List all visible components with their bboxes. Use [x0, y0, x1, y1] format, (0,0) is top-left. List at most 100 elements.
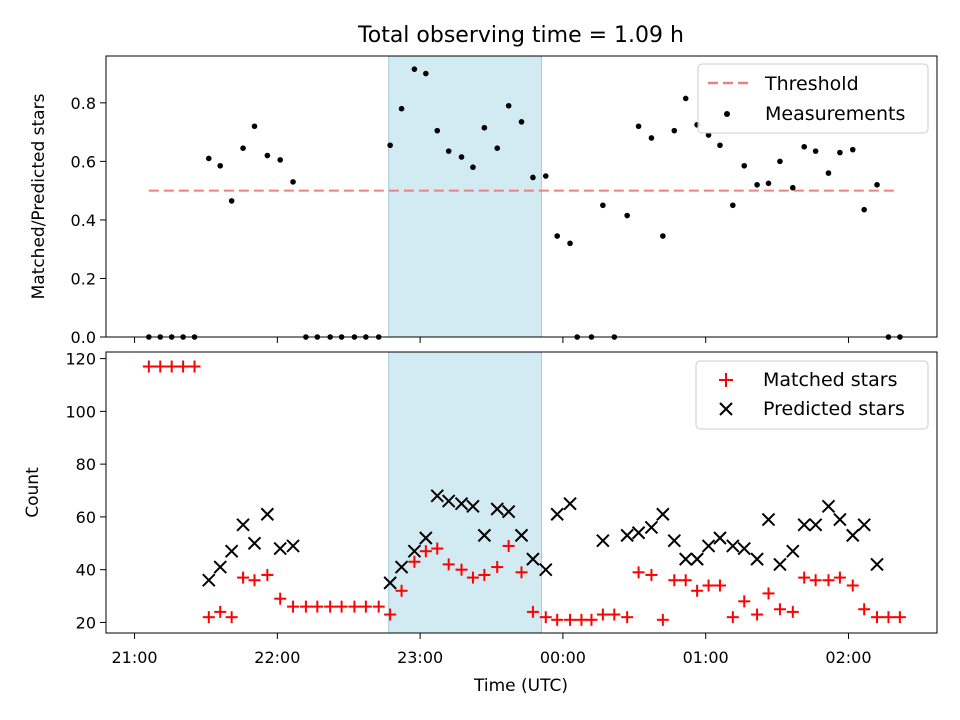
measurement-point [518, 119, 525, 125]
predicted-star-point [550, 507, 564, 521]
predicted-star-point [260, 507, 275, 521]
ratio-panel-ticks: 0.0 0.2 0.4 0.6 0.8 [71, 94, 849, 347]
measurement-point [481, 124, 488, 131]
predicted-star-point [563, 497, 577, 511]
count-x-tick-label: 23:00 [397, 648, 443, 667]
predicted-star-point-b [761, 512, 776, 527]
matched-star-point [335, 600, 348, 613]
predicted-star-point-b [808, 518, 823, 532]
matched-star-point [225, 611, 238, 624]
matched-star-point [431, 542, 444, 555]
predicted-star-point [202, 573, 216, 587]
predicted-star-point-b [678, 552, 693, 566]
measurement-point [290, 179, 296, 185]
legend-measurements-swatch [724, 111, 730, 117]
matched-star-point [287, 600, 300, 613]
measurement-point [874, 181, 880, 188]
count-legend-box [695, 360, 929, 430]
matched-star-point [248, 574, 261, 587]
predicted-star-point-b [539, 562, 553, 577]
predicted-star-point [454, 497, 469, 511]
predicted-star-point-b [526, 552, 540, 566]
predicted-star-point-b [644, 520, 659, 535]
matched-star-point [274, 592, 287, 605]
predicted-star-point-b [786, 544, 800, 558]
matched-star-point [165, 360, 178, 373]
count-legend: Matched stars Predicted stars [695, 360, 929, 430]
predicted-star-point-b [833, 512, 847, 527]
legend-predicted-label: Predicted stars [763, 398, 905, 420]
matched-star-point [882, 611, 895, 624]
matched-star-point [408, 555, 421, 568]
count-y-tick-label: 120 [65, 350, 96, 369]
measurement-point [264, 152, 271, 159]
matched-star-point [871, 611, 884, 624]
predicted-star-point [273, 541, 287, 556]
matched-star-point [786, 605, 799, 618]
predicted-star-point [596, 533, 610, 548]
predicted-star-point-b [797, 518, 811, 532]
measurement-point [411, 66, 418, 72]
predicted-star-point [833, 512, 847, 527]
matched-star-point [691, 584, 704, 597]
predicted-star-point [419, 531, 433, 545]
measurement-point [624, 212, 630, 219]
count-y-axis-label: Count [23, 467, 43, 518]
ratio-y-tick-label: 0.8 [71, 94, 96, 113]
measurement-point [530, 174, 536, 181]
matched-star-point [419, 545, 432, 558]
matched-star-point [539, 611, 552, 624]
count-y-tick-label: 100 [65, 402, 96, 421]
matched-star-point [751, 608, 764, 621]
predicted-star-point [441, 494, 456, 508]
predicted-star-point-b [501, 504, 516, 519]
count-panel: 20 40 60 80 100 120 21:00 22:00 23:00 00:00 01:00 0… [23, 350, 938, 696]
predicted-star-point-b [750, 552, 764, 566]
measurement-point [206, 155, 212, 162]
matched-star-point [679, 574, 692, 587]
predicted-star-point [773, 557, 787, 572]
predicted-star-point-b [224, 544, 239, 558]
ratio-y-tick-label: 0.6 [71, 152, 96, 171]
ratio-y-tick-label: 0.0 [71, 328, 96, 347]
predicted-star-point-b [563, 497, 577, 511]
matched-star-point [384, 608, 397, 621]
matched-star-point [564, 613, 577, 626]
predicted-star-point-b [514, 528, 529, 543]
measurement-point [600, 202, 606, 209]
matched-star-point [526, 605, 539, 618]
predicted-star-point-b [454, 497, 469, 511]
measurement-point [251, 123, 258, 130]
measurement-point [423, 70, 429, 77]
measurement-point [648, 135, 655, 141]
predicted-star-point-b [407, 544, 422, 558]
matched-star-point [299, 600, 312, 613]
measurement-point [741, 162, 748, 169]
x-axis-label: Time (UTC) [473, 676, 568, 696]
measurement-point [434, 127, 441, 134]
measurement-point [812, 148, 819, 154]
observing-window-highlight [388, 55, 542, 338]
predicted-star-point [870, 557, 884, 572]
ratio-panel-frame [105, 55, 938, 338]
measurement-point [398, 105, 405, 112]
predicted-star-point [786, 544, 800, 558]
predicted-star-point-b [631, 526, 646, 540]
matched-star-point [154, 360, 167, 373]
matched-star-point [762, 587, 775, 600]
matched-star-point [798, 571, 811, 584]
predicted-star-point [236, 518, 250, 532]
predicted-star-point [857, 518, 871, 532]
predicted-star-point [514, 528, 529, 543]
matched-star-point [656, 613, 669, 626]
predicted-star-point-b [550, 507, 564, 521]
predicted-star-point-b [477, 528, 492, 543]
measurement-point [861, 206, 867, 213]
matched-star-point [177, 360, 190, 373]
matched-star-point [202, 611, 215, 624]
count-panel-frame [105, 351, 938, 634]
predicted-star-point [667, 533, 681, 548]
measurement-point [494, 145, 501, 152]
measurement-point [554, 233, 560, 239]
